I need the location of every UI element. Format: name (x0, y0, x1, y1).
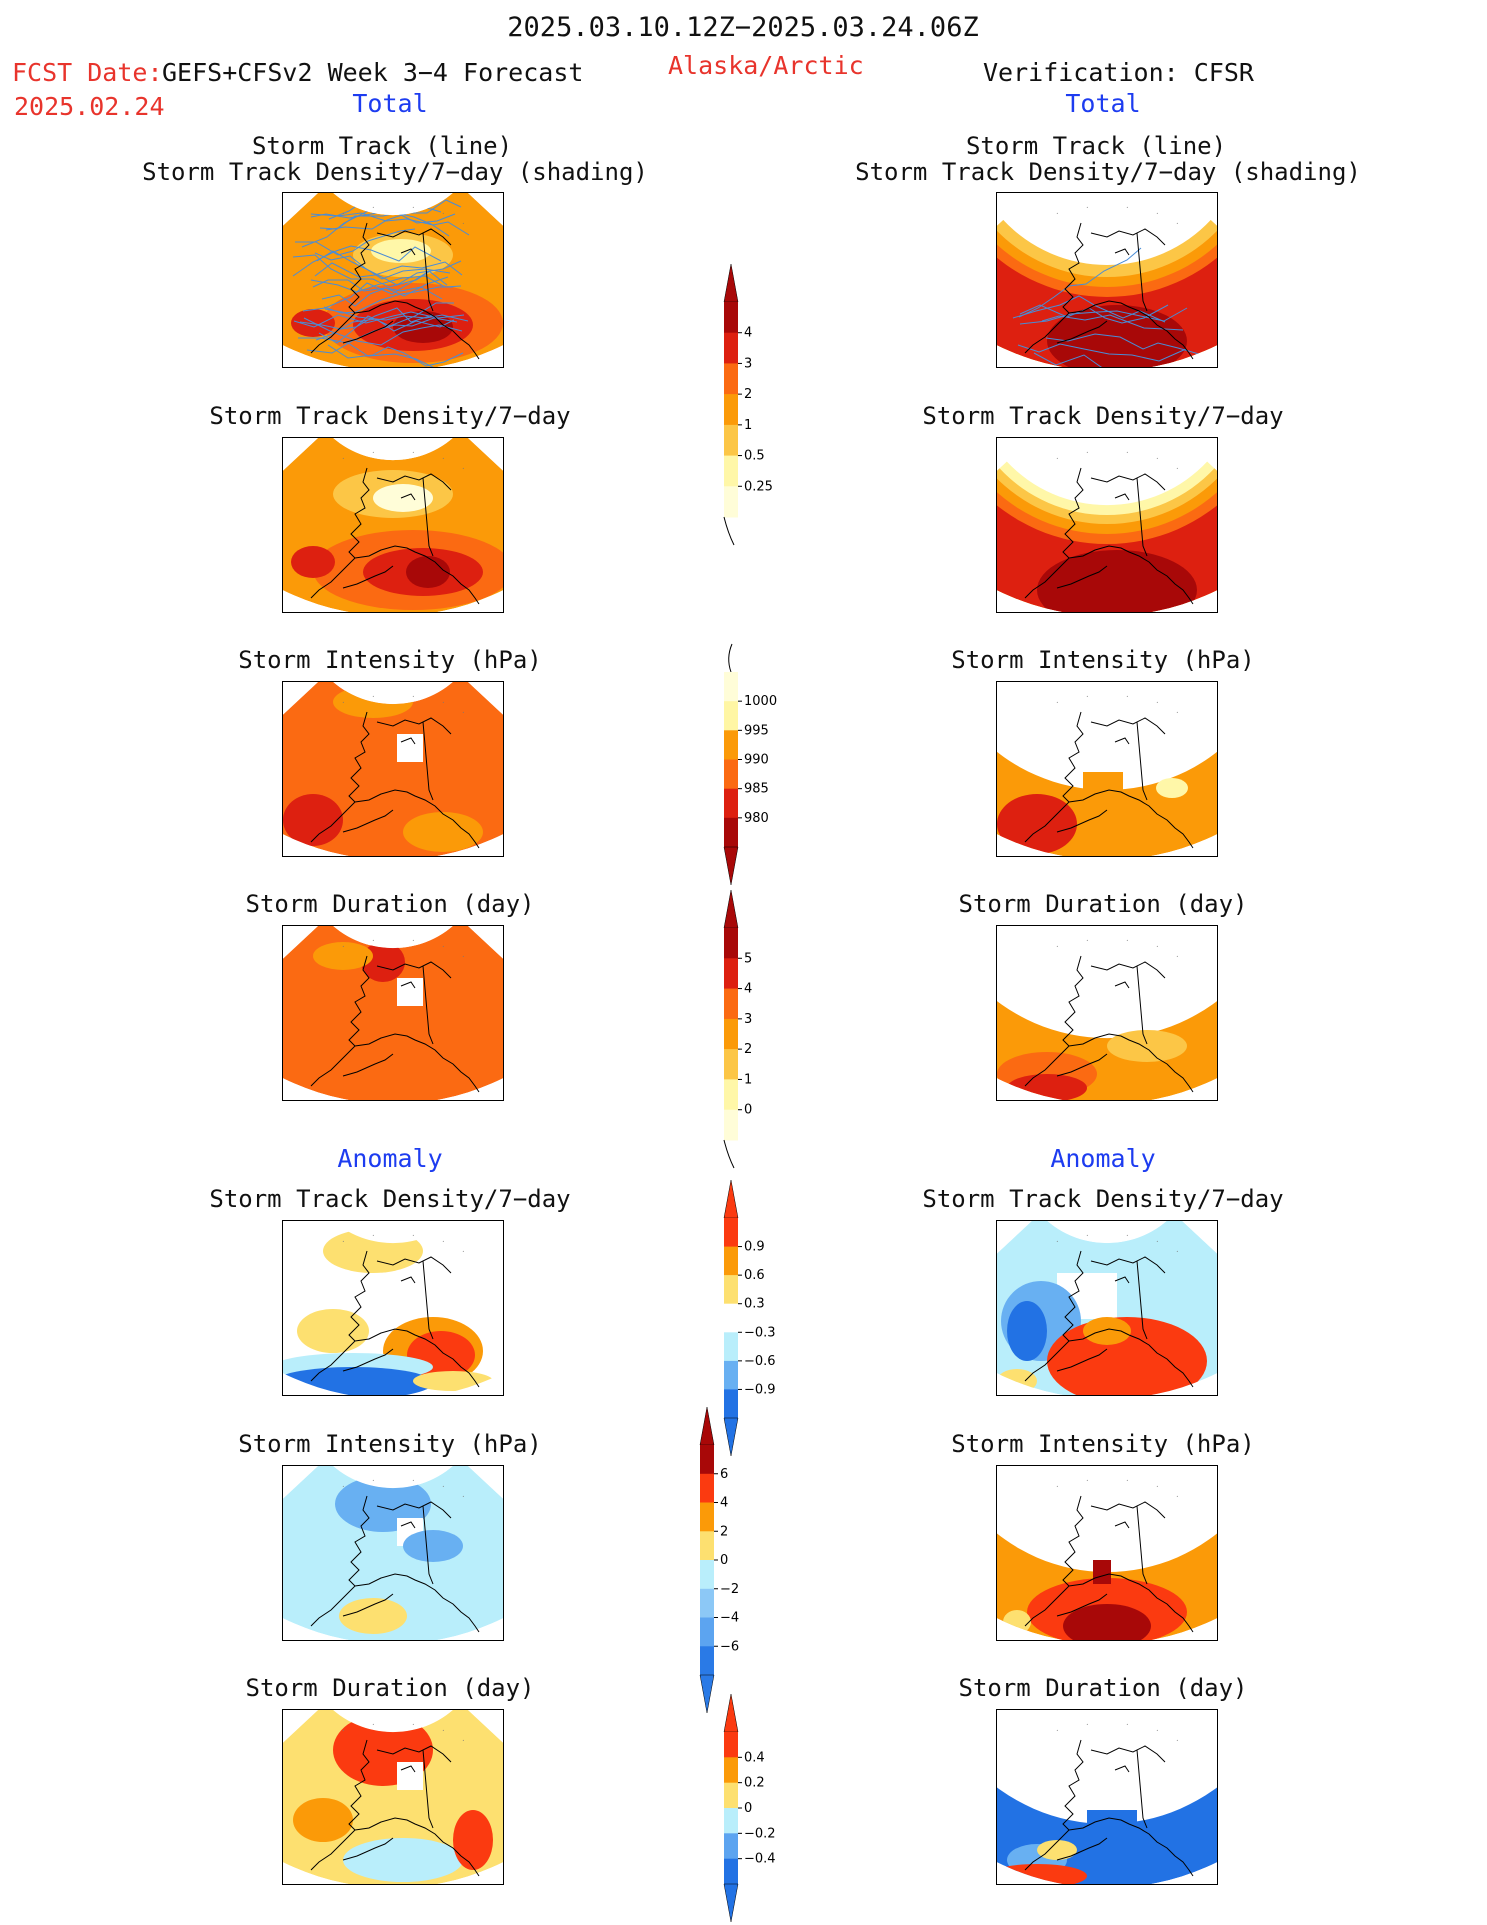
panel-title-duration-left: Storm Duration (day) (245, 890, 535, 918)
panel-title-anom-intensity-right: Storm Intensity (hPa) (951, 1430, 1255, 1458)
panel-title-density-right: Storm Track Density/7−day (922, 402, 1284, 430)
panel-title-track-shading-left: Storm Track Density/7−day (shading) (142, 158, 648, 186)
svg-text:−6: −6 (720, 1639, 739, 1654)
svg-text:4: 4 (744, 326, 752, 341)
svg-text:0.2: 0.2 (744, 1776, 765, 1791)
map-forecast-track-density (282, 437, 504, 613)
map-forecast-anom-density (282, 1220, 504, 1396)
model-label: GEFS+CFSv2 Week 3−4 Forecast (162, 58, 584, 87)
fcst-date-label: FCST Date: (12, 58, 163, 87)
map-verification-storm-track (996, 192, 1218, 368)
panel-title-density-left: Storm Track Density/7−day (209, 402, 571, 430)
colorbar-anom-duration: 0.4 0.2 0 −0.2 −0.4 (723, 1693, 776, 1923)
section-total-right: Total (1065, 89, 1141, 118)
svg-text:3: 3 (744, 1012, 752, 1027)
svg-text:2: 2 (744, 387, 752, 402)
section-anomaly-left: Anomaly (337, 1144, 443, 1173)
section-anomaly-right: Anomaly (1050, 1144, 1156, 1173)
map-forecast-anom-intensity (282, 1465, 504, 1641)
svg-text:985: 985 (744, 782, 769, 797)
svg-text:−4: −4 (720, 1611, 739, 1626)
svg-text:0.9: 0.9 (744, 1240, 765, 1255)
panel-title-intensity-left: Storm Intensity (hPa) (238, 646, 542, 674)
svg-text:0.25: 0.25 (744, 479, 773, 494)
map-verification-anom-duration (996, 1709, 1218, 1885)
svg-text:−0.9: −0.9 (744, 1382, 776, 1397)
svg-text:6: 6 (720, 1467, 728, 1482)
svg-text:0: 0 (720, 1553, 728, 1568)
colorbar-track-density: 4 3 2 1 0.5 0.25 (723, 263, 773, 546)
panel-title-duration-right: Storm Duration (day) (958, 890, 1248, 918)
map-verification-duration (996, 925, 1218, 1101)
period-title: 2025.03.10.12Z−2025.03.24.06Z (507, 12, 979, 43)
svg-text:990: 990 (744, 753, 769, 768)
svg-text:1: 1 (744, 418, 752, 433)
map-forecast-duration (282, 925, 504, 1101)
svg-text:0.5: 0.5 (744, 449, 765, 464)
panel-title-anom-duration-left: Storm Duration (day) (245, 1674, 535, 1702)
fcst-date: 2025.02.24 (14, 92, 165, 121)
panel-title-intensity-right: Storm Intensity (hPa) (951, 646, 1255, 674)
svg-text:0.3: 0.3 (744, 1297, 765, 1312)
svg-text:4: 4 (744, 982, 752, 997)
svg-text:−0.3: −0.3 (744, 1325, 776, 1340)
colorbar-anom-density: 0.9 0.6 0.3 −0.3 −0.6 −0.9 (723, 1179, 776, 1457)
svg-text:980: 980 (744, 811, 769, 826)
panel-title-track-line-left: Storm Track (line) (251, 132, 513, 160)
svg-text:0.4: 0.4 (744, 1750, 765, 1765)
map-forecast-storm-track (282, 192, 504, 368)
map-verification-track-density (996, 437, 1218, 613)
map-forecast-anom-duration (282, 1709, 504, 1885)
colorbar-duration: 5 4 3 2 1 0 (723, 889, 752, 1169)
colorbar-intensity: 1000 995 990 985 980 (723, 643, 777, 886)
svg-text:2: 2 (744, 1042, 752, 1057)
section-total-left: Total (352, 89, 428, 118)
svg-text:2: 2 (720, 1524, 728, 1539)
panel-title-anom-density-right: Storm Track Density/7−day (922, 1185, 1284, 1213)
svg-text:0: 0 (744, 1103, 752, 1118)
region-label: Alaska/Arctic (668, 51, 864, 80)
panel-title-track-shading-right: Storm Track Density/7−day (shading) (855, 158, 1361, 186)
svg-text:995: 995 (744, 723, 769, 738)
panel-title-anom-duration-right: Storm Duration (day) (958, 1674, 1248, 1702)
panel-title-track-line-right: Storm Track (line) (965, 132, 1227, 160)
panel-title-anom-intensity-left: Storm Intensity (hPa) (238, 1430, 542, 1458)
verification-label: Verification: CFSR (983, 58, 1254, 87)
map-forecast-intensity (282, 681, 504, 857)
svg-text:1000: 1000 (744, 694, 777, 709)
svg-text:0: 0 (744, 1801, 752, 1816)
svg-text:5: 5 (744, 951, 752, 966)
map-verification-intensity (996, 681, 1218, 857)
map-verification-anom-intensity (996, 1465, 1218, 1641)
svg-text:0.6: 0.6 (744, 1268, 765, 1283)
panel-title-anom-density-left: Storm Track Density/7−day (209, 1185, 571, 1213)
svg-text:−0.6: −0.6 (744, 1354, 776, 1369)
svg-text:−0.4: −0.4 (744, 1852, 776, 1867)
svg-text:−2: −2 (720, 1582, 739, 1597)
colorbar-anom-intensity: 6 4 2 0 −2 −4 −6 (699, 1406, 739, 1714)
svg-text:4: 4 (720, 1496, 728, 1511)
svg-text:−0.2: −0.2 (744, 1826, 776, 1841)
map-verification-anom-density (996, 1220, 1218, 1396)
svg-text:3: 3 (744, 356, 752, 371)
svg-text:1: 1 (744, 1072, 752, 1087)
